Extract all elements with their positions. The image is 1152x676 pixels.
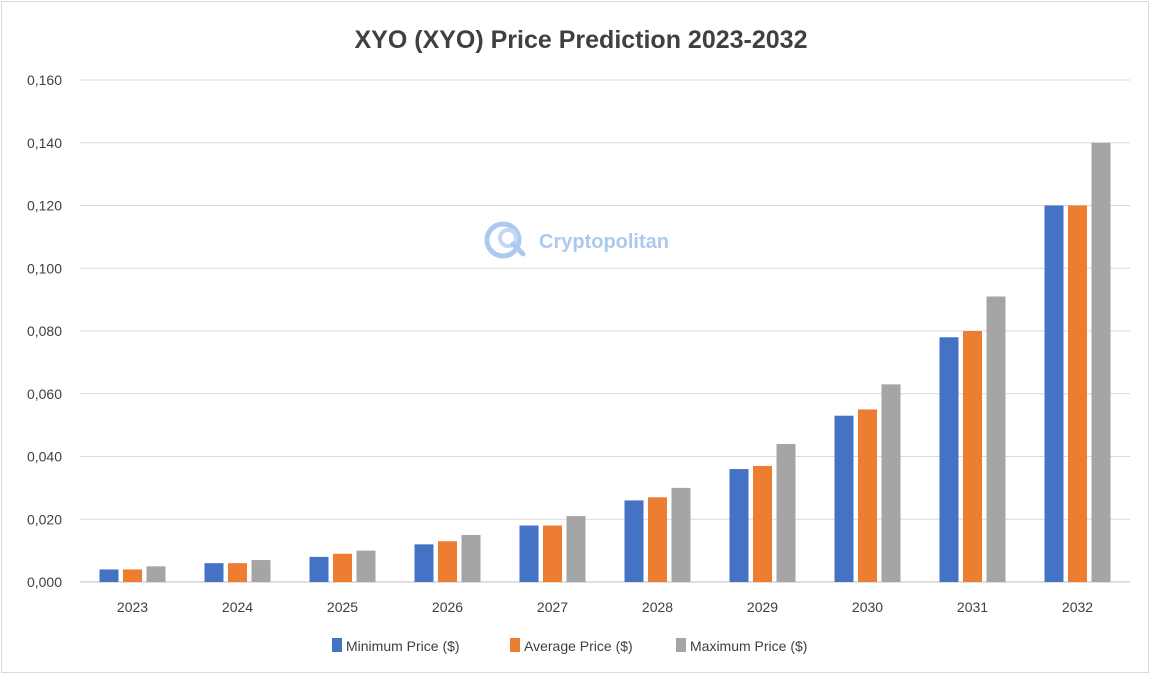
bar-2024-maximum bbox=[251, 560, 271, 582]
legend-label: Minimum Price ($) bbox=[346, 638, 460, 654]
bar-2026-minimum bbox=[414, 544, 434, 582]
bar-2030-minimum bbox=[834, 415, 854, 582]
y-tick-label: 0,160 bbox=[27, 72, 62, 88]
x-tick-label: 2029 bbox=[747, 599, 778, 615]
chart-title: XYO (XYO) Price Prediction 2023-2032 bbox=[355, 26, 808, 54]
legend-swatch bbox=[510, 638, 520, 652]
x-tick-label: 2028 bbox=[642, 599, 673, 615]
bar-2029-maximum bbox=[776, 443, 796, 582]
y-tick-label: 0,020 bbox=[27, 511, 62, 527]
legend-label: Average Price ($) bbox=[524, 638, 633, 654]
legend-item-maximum: Maximum Price ($) bbox=[676, 638, 807, 654]
y-tick-label: 0,100 bbox=[27, 260, 62, 276]
legend-swatch bbox=[676, 638, 686, 652]
bar-2032-average bbox=[1068, 205, 1087, 582]
bar-2028-maximum bbox=[671, 487, 691, 582]
bar-2024-minimum bbox=[204, 563, 224, 582]
bar-2025-average bbox=[333, 553, 352, 582]
bar-2027-average bbox=[543, 525, 562, 582]
watermark: Cryptopolitan bbox=[484, 221, 669, 259]
bar-2026-maximum bbox=[461, 534, 481, 582]
x-axis-ticks: 2023 2024 2025 2026 2027 2028 2029 2030 2031 2032 bbox=[117, 599, 1093, 615]
bar-2030-average bbox=[858, 409, 877, 582]
bar-2023-maximum bbox=[146, 566, 166, 582]
x-tick-label: 2025 bbox=[327, 599, 358, 615]
bar-2025-maximum bbox=[356, 550, 376, 582]
watermark-text: Cryptopolitan bbox=[539, 231, 669, 253]
legend-label: Maximum Price ($) bbox=[690, 638, 807, 654]
bar-2028-average bbox=[648, 497, 667, 582]
bar-2032-minimum bbox=[1044, 205, 1064, 582]
x-tick-label: 2023 bbox=[117, 599, 148, 615]
legend-swatch bbox=[332, 638, 342, 652]
x-tick-label: 2027 bbox=[537, 599, 568, 615]
bar-2031-maximum bbox=[986, 296, 1006, 582]
y-axis-ticks: 0,000 0,020 0,040 0,060 0,080 0,100 0,120 0,140… bbox=[27, 72, 62, 590]
bar-2025-minimum bbox=[309, 556, 329, 582]
bar-2028-minimum bbox=[624, 500, 644, 582]
legend-item-average: Average Price ($) bbox=[510, 638, 633, 654]
x-tick-label: 2032 bbox=[1062, 599, 1093, 615]
x-tick-label: 2031 bbox=[957, 599, 988, 615]
bar-2027-minimum bbox=[519, 525, 539, 582]
bar-2029-average bbox=[753, 465, 772, 582]
bar-2030-maximum bbox=[881, 384, 901, 582]
y-tick-label: 0,080 bbox=[27, 323, 62, 339]
bar-2023-average bbox=[123, 569, 142, 582]
bar-2023-minimum bbox=[99, 569, 119, 582]
y-tick-label: 0,040 bbox=[27, 449, 62, 465]
legend-item-minimum: Minimum Price ($) bbox=[332, 638, 460, 654]
legend: Minimum Price ($) Average Price ($) Maximu… bbox=[332, 638, 807, 654]
bar-2026-average bbox=[438, 541, 457, 582]
y-tick-label: 0,120 bbox=[27, 198, 62, 214]
bars bbox=[99, 142, 1111, 582]
y-tick-label: 0,000 bbox=[27, 574, 62, 590]
bar-2027-maximum bbox=[566, 516, 586, 582]
bar-2032-maximum bbox=[1091, 142, 1111, 582]
bar-2031-minimum bbox=[939, 337, 959, 582]
x-tick-label: 2026 bbox=[432, 599, 463, 615]
y-tick-label: 0,060 bbox=[27, 386, 62, 402]
bar-2029-minimum bbox=[729, 469, 749, 582]
watermark-logo-icon bbox=[484, 221, 526, 259]
x-tick-label: 2024 bbox=[222, 599, 253, 615]
bar-2031-average bbox=[963, 331, 982, 582]
bar-2024-average bbox=[228, 563, 247, 582]
x-tick-label: 2030 bbox=[852, 599, 883, 615]
y-tick-label: 0,140 bbox=[27, 135, 62, 151]
